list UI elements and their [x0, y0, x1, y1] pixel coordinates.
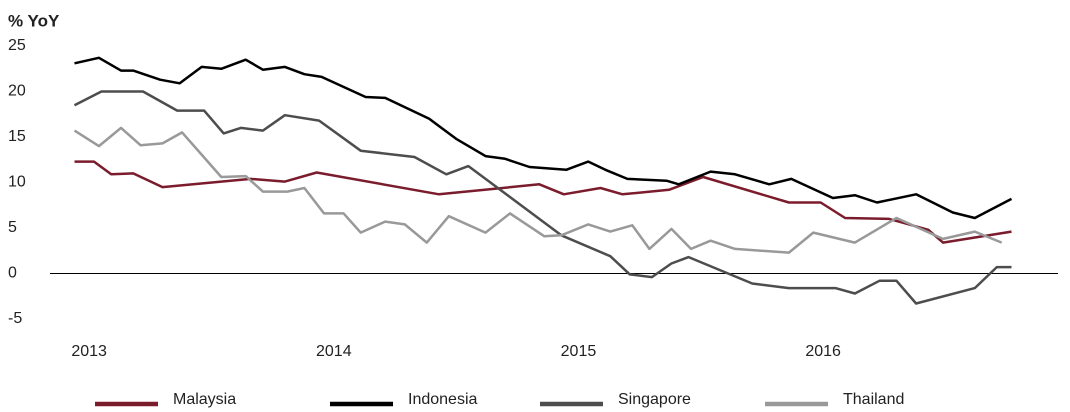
legend-label: Malaysia	[173, 391, 236, 408]
series-line	[74, 56, 1013, 220]
y-tick-label: 15	[8, 128, 26, 145]
y-tick-label: 0	[8, 265, 17, 282]
x-tick-label: 2013	[71, 343, 107, 360]
legend-label: Singapore	[618, 391, 691, 408]
y-tick-label: 20	[8, 83, 26, 100]
x-tick-label: 2016	[805, 343, 841, 360]
legend-label: Thailand	[843, 391, 904, 408]
y-tick-label: 25	[8, 37, 26, 54]
series-line	[74, 160, 1012, 244]
y-tick-label: 5	[8, 219, 17, 236]
x-tick-label: 2015	[561, 343, 597, 360]
legend-label: Indonesia	[408, 391, 477, 408]
series-line	[73, 90, 1012, 305]
y-tick-label: 10	[8, 174, 26, 191]
x-tick-label: 2014	[316, 343, 352, 360]
series-line	[73, 126, 1003, 254]
chart-title: % YoY	[8, 11, 60, 30]
y-tick-label: -5	[8, 310, 22, 327]
